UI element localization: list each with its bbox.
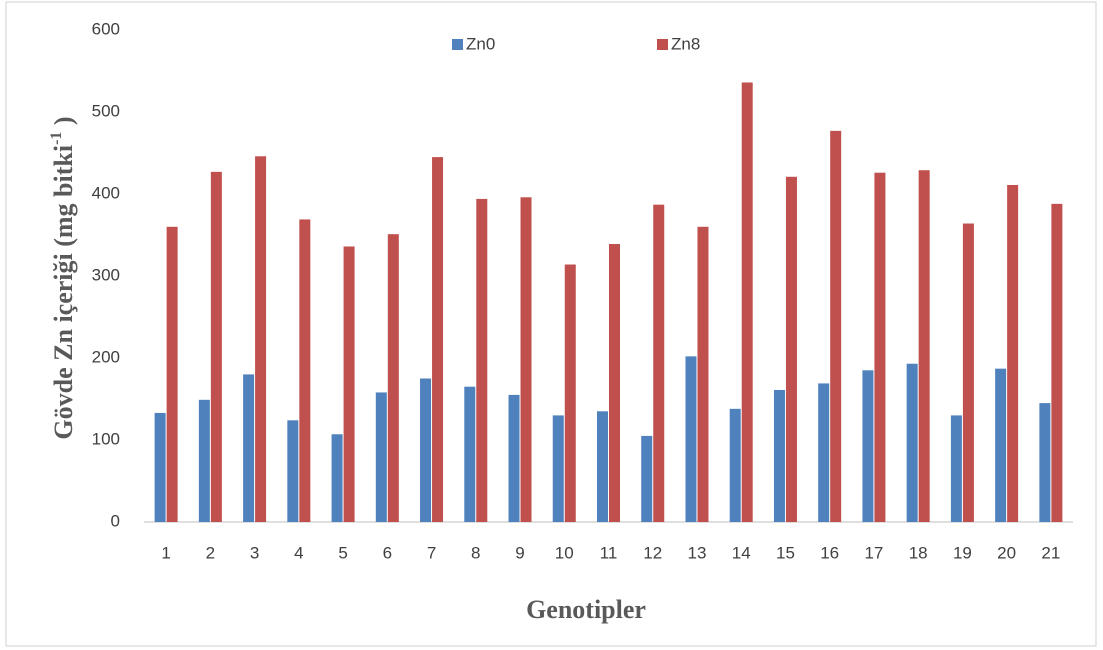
- y-tick-label: 100: [92, 429, 120, 448]
- legend-label: Zn8: [671, 34, 700, 53]
- x-tick-label: 2: [206, 543, 215, 562]
- bar: [464, 386, 476, 522]
- bar: [962, 223, 974, 522]
- y-tick-label: 600: [92, 19, 120, 38]
- x-tick-label: 21: [1041, 543, 1060, 562]
- x-tick-label: 19: [953, 543, 972, 562]
- bar: [420, 378, 432, 522]
- bar: [874, 172, 886, 522]
- x-tick-label: 18: [909, 543, 928, 562]
- bar: [995, 368, 1007, 522]
- x-tick-label: 7: [427, 543, 436, 562]
- y-axis-title-sup: -1: [48, 132, 65, 145]
- bar: [818, 383, 830, 522]
- x-tick-label: 9: [515, 543, 524, 562]
- y-tick-label: 300: [92, 265, 120, 284]
- x-tick-label: 17: [864, 543, 883, 562]
- bar: [785, 176, 797, 522]
- bar: [154, 412, 166, 522]
- x-tick-label: 5: [338, 543, 347, 562]
- bar: [432, 157, 444, 522]
- bar: [830, 130, 842, 523]
- x-tick-label: 1: [161, 543, 170, 562]
- x-tick-label: 15: [776, 543, 795, 562]
- x-tick-label: 12: [643, 543, 662, 562]
- bar: [918, 170, 930, 522]
- x-tick-label: 16: [820, 543, 839, 562]
- bar: [697, 226, 709, 523]
- bar: [564, 264, 576, 522]
- bar: [476, 198, 488, 523]
- y-axis-title-main: Gövde Zn içeriği (mg bitki: [49, 145, 78, 440]
- bar: [950, 415, 962, 522]
- x-tick-label: 20: [997, 543, 1016, 562]
- legend-swatch: [452, 39, 463, 50]
- bar: [508, 394, 520, 522]
- y-axis-title: Gövde Zn içeriği (mg bitki-1 ): [48, 116, 78, 439]
- bar: [1039, 403, 1051, 522]
- bar: [243, 374, 255, 522]
- y-tick-label: 500: [92, 101, 120, 120]
- chart-border: [5, 1, 1097, 647]
- bar: [299, 219, 311, 523]
- bar: [729, 408, 741, 522]
- bar: [210, 171, 222, 523]
- bar: [520, 197, 532, 522]
- x-tick-label: 6: [383, 543, 392, 562]
- bar: [1007, 184, 1019, 523]
- bar: [343, 246, 355, 523]
- legend-swatch: [657, 39, 668, 50]
- y-tick-label: 200: [92, 347, 120, 366]
- x-tick-label: 11: [600, 543, 618, 562]
- y-axis-title-end: ): [49, 116, 78, 131]
- bar: [773, 389, 785, 522]
- bar: [862, 370, 874, 522]
- bar: [287, 420, 299, 522]
- bar: [653, 204, 665, 522]
- x-tick-label: 10: [555, 543, 574, 562]
- legend-label: Zn0: [466, 34, 495, 53]
- bar: [255, 156, 267, 522]
- bar: [741, 82, 753, 522]
- bar: [609, 244, 620, 522]
- y-tick-label: 0: [111, 511, 120, 530]
- bar: [198, 399, 210, 522]
- bar: [906, 363, 918, 522]
- bar: [641, 435, 653, 522]
- bar: [387, 234, 399, 522]
- bar: [166, 226, 178, 523]
- x-tick-label: 8: [471, 543, 480, 562]
- bar: [685, 356, 697, 522]
- x-tick-label: 13: [688, 543, 707, 562]
- x-tick-label: 4: [294, 543, 303, 562]
- y-tick-label: 400: [92, 183, 120, 202]
- bar: [331, 434, 343, 522]
- x-axis-title: Genotipler: [526, 595, 646, 624]
- bar: [597, 411, 608, 522]
- bar: [552, 415, 564, 522]
- bar: [375, 392, 387, 522]
- bar: [1051, 203, 1063, 522]
- x-tick-label: 3: [250, 543, 259, 562]
- x-tick-label: 14: [732, 543, 751, 562]
